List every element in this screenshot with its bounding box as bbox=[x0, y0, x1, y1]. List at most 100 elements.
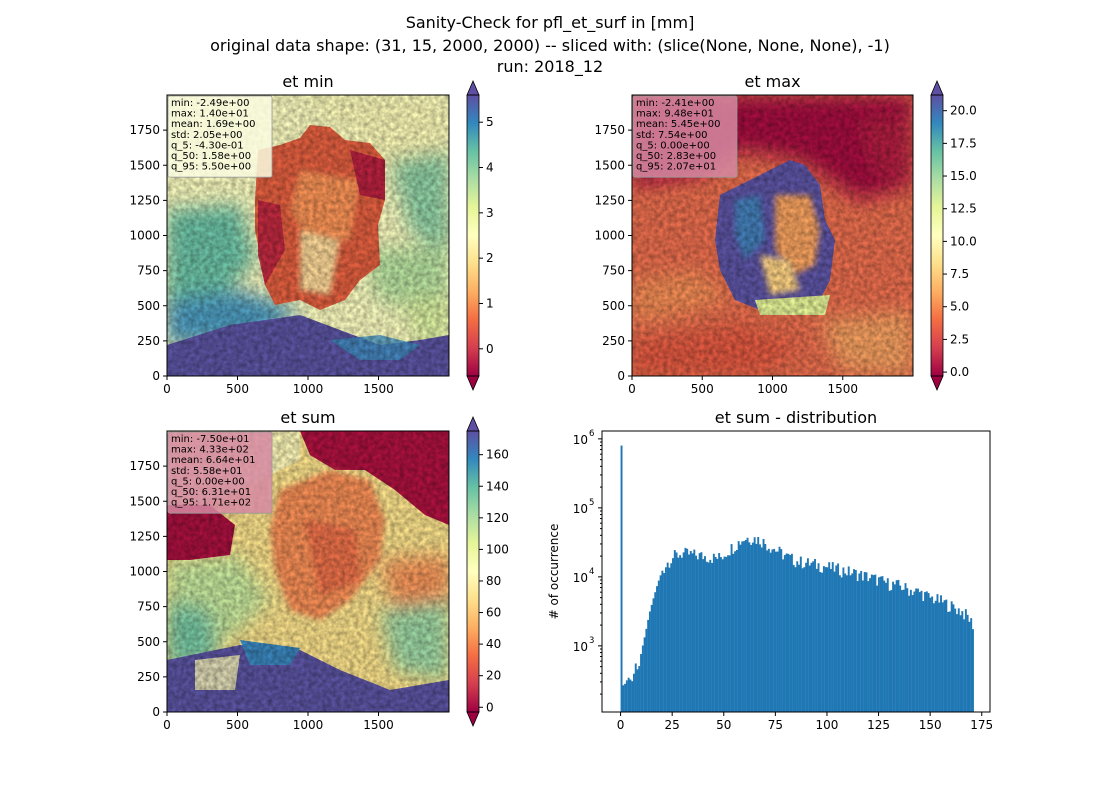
colorbar-tick-label: 17.5 bbox=[950, 136, 977, 150]
histogram-bar bbox=[725, 556, 728, 712]
histogram-bar bbox=[947, 611, 950, 712]
histogram-bar bbox=[762, 538, 765, 712]
histogram-bar bbox=[718, 553, 721, 712]
histogram-bar bbox=[918, 592, 921, 712]
x-tick-label: 1000 bbox=[293, 382, 324, 396]
y-tick-label: 1250 bbox=[129, 529, 160, 543]
histogram-bar bbox=[744, 540, 747, 712]
histogram-bar bbox=[767, 548, 770, 712]
x-tick-label: 0 bbox=[163, 382, 171, 396]
histogram-bar bbox=[845, 575, 848, 712]
y-tick-label: 1750 bbox=[129, 459, 160, 473]
histogram-bar bbox=[812, 561, 815, 712]
histogram-bar bbox=[824, 567, 827, 712]
colorbar-tick-label: 4 bbox=[486, 161, 494, 175]
y-tick-exponent: 3 bbox=[589, 636, 594, 646]
y-tick-label: 1000 bbox=[129, 565, 160, 579]
histogram-bar bbox=[842, 567, 845, 712]
colorbar-frame bbox=[466, 94, 480, 377]
histogram-bar bbox=[808, 565, 811, 712]
histogram-bar bbox=[799, 556, 802, 712]
histogram-bar bbox=[915, 588, 918, 712]
histogram-bar bbox=[702, 559, 705, 712]
y-axis-label: # of occurrence bbox=[547, 524, 561, 620]
x-tick-label: 100 bbox=[816, 718, 839, 732]
histogram-bar bbox=[753, 537, 756, 712]
x-tick-label: 0 bbox=[628, 382, 636, 396]
histogram-bar bbox=[673, 550, 676, 712]
histogram-bar bbox=[835, 565, 838, 712]
histogram-bar bbox=[751, 542, 754, 712]
histogram-bar bbox=[789, 555, 792, 712]
panel-et-sum-distribution: et sum - distribution 0 25 50 75 100 125 150 175… bbox=[547, 408, 993, 732]
histogram-bar bbox=[783, 555, 786, 712]
histogram-bar bbox=[916, 588, 919, 712]
x-tick-label: 1000 bbox=[293, 718, 324, 732]
histogram-bar bbox=[957, 608, 960, 712]
histogram-bar bbox=[703, 556, 706, 712]
colorbar-extend-min-arrow bbox=[930, 375, 944, 392]
histogram-bar bbox=[948, 611, 951, 712]
stats-line: q_95: 1.71e+02 bbox=[171, 498, 251, 509]
colorbar-extend-min-arrow bbox=[466, 711, 480, 728]
x-tick-label: 0 bbox=[617, 718, 625, 732]
histogram-bar bbox=[739, 544, 742, 712]
histogram-bar bbox=[805, 562, 808, 712]
colorbar-extend-max-arrow bbox=[930, 79, 944, 96]
stats-line: mean: 6.64e+01 bbox=[171, 455, 255, 466]
histogram-bar bbox=[741, 541, 744, 712]
y-tick-exponent: 5 bbox=[589, 498, 594, 508]
colorbar-frame bbox=[466, 430, 480, 713]
histogram-bar bbox=[774, 551, 777, 712]
histogram-bar bbox=[790, 553, 793, 712]
histogram-bar bbox=[638, 665, 641, 712]
histogram-bar bbox=[647, 619, 650, 712]
histogram-bar bbox=[769, 552, 772, 712]
histogram-bar bbox=[883, 580, 886, 712]
y-tick-label: 500 bbox=[137, 635, 160, 649]
x-tick-label: 500 bbox=[226, 382, 249, 396]
colorbar-tick-label: 20 bbox=[486, 669, 501, 683]
figure-title-line-3: run: 2018_12 bbox=[496, 57, 604, 76]
histogram-bar bbox=[909, 589, 912, 712]
stats-line: q_5: 0.00e+00 bbox=[171, 476, 245, 487]
colorbar-tick-label: 2 bbox=[486, 251, 494, 265]
colorbar-tick-label: 80 bbox=[486, 574, 501, 588]
y-tick-label: 250 bbox=[137, 670, 160, 684]
histogram-bar bbox=[959, 615, 962, 712]
y-tick-label: 250 bbox=[137, 334, 160, 348]
x-tick-label: 500 bbox=[226, 718, 249, 732]
stats-line: mean: 5.45e+00 bbox=[636, 119, 720, 130]
histogram-bar bbox=[650, 604, 653, 712]
stats-box bbox=[167, 95, 273, 178]
histogram-bar bbox=[700, 552, 703, 712]
histogram-bar bbox=[748, 542, 751, 712]
histogram-bar bbox=[785, 553, 788, 712]
histogram-bar bbox=[709, 559, 712, 712]
histogram-bar bbox=[801, 568, 804, 712]
histogram-bar bbox=[837, 563, 840, 712]
histogram-bar bbox=[867, 581, 870, 712]
histogram-bar bbox=[806, 558, 809, 712]
histogram-bars bbox=[620, 445, 974, 712]
colorbar-tick-label: 0.0 bbox=[950, 365, 969, 379]
histogram-bar bbox=[888, 590, 891, 712]
colorbar-et-sum bbox=[467, 431, 479, 712]
colorbar-extend-max-arrow bbox=[466, 415, 480, 432]
histogram-bar bbox=[822, 566, 825, 712]
histogram-bar bbox=[645, 628, 648, 712]
stats-line: q_95: 2.07e+01 bbox=[636, 162, 716, 173]
colorbar-tick-label: 12.5 bbox=[950, 202, 977, 216]
histogram-bar bbox=[798, 564, 800, 712]
histogram-bar bbox=[680, 557, 683, 712]
histogram-bar bbox=[782, 559, 785, 712]
stats-line: min: -2.41e+00 bbox=[636, 98, 715, 109]
colorbar-frame bbox=[930, 94, 944, 377]
histogram-bar bbox=[972, 629, 974, 712]
histogram-bar bbox=[854, 570, 857, 712]
y-tick-label: 1250 bbox=[594, 193, 625, 207]
y-tick-label: 750 bbox=[137, 264, 160, 278]
y-tick-label: 1250 bbox=[129, 193, 160, 207]
colorbar-et-min bbox=[467, 95, 479, 376]
